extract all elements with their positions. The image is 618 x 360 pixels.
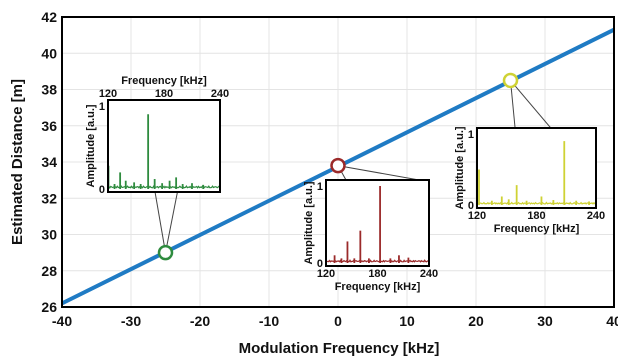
x-tick-label: 0	[334, 313, 342, 329]
x-tick-label: -30	[121, 313, 141, 329]
inset-background	[326, 180, 429, 266]
inset-y-tick: 1	[468, 129, 474, 141]
inset-x-tick: 240	[420, 268, 438, 280]
y-tick-label: 34	[41, 154, 57, 170]
x-tick-label: -10	[259, 313, 279, 329]
inset-x-tick: 240	[211, 88, 229, 100]
y-axis-label: Estimated Distance [m]	[9, 79, 26, 245]
inset-y-tick: 0	[468, 200, 474, 212]
inset-y-tick: 1	[317, 181, 323, 193]
inset-frame	[107, 99, 221, 193]
inset-x-tick: 180	[368, 268, 386, 280]
inset-y-label: Amplitude [a.u.]	[85, 104, 97, 187]
y-tick-label: 26	[41, 299, 57, 315]
inset-x-tick: 240	[587, 210, 605, 222]
inset-x-tick: 120	[99, 88, 117, 100]
spectrum-noise	[325, 259, 430, 263]
connector-line	[510, 80, 552, 129]
x-tick-label: 10	[399, 313, 415, 329]
inset-frame	[476, 127, 597, 209]
spectrum-noise	[107, 184, 221, 189]
y-tick-label: 36	[41, 118, 57, 134]
y-tick-label: 32	[41, 190, 57, 206]
connector-line	[337, 165, 420, 181]
inset-x-tick: 120	[317, 268, 335, 280]
x-tick-label: -40	[52, 313, 72, 329]
inset-background	[108, 100, 220, 192]
inset-x-label: Frequency [kHz]	[335, 281, 421, 293]
x-tick-label: 20	[468, 313, 484, 329]
plot-frame	[61, 16, 615, 308]
connector-line	[154, 191, 166, 253]
y-tick-label: 38	[41, 82, 57, 98]
inset-x-tick: 120	[468, 210, 486, 222]
x-tick-label: 40	[606, 313, 618, 329]
y-tick-label: 30	[41, 227, 57, 243]
connector-line	[165, 191, 178, 253]
inset-y-tick: 0	[317, 258, 323, 270]
yellow-inset: 120 180 240 0 1 Frequency [kHz] Amplitude [a.u…	[454, 72, 605, 235]
red-inset: 120 180 240 0 1 Frequency [kHz] Amplitude [a.u…	[303, 157, 438, 293]
inset-x-tick: 180	[155, 88, 173, 100]
inset-y-tick: 0	[99, 184, 105, 196]
x-tick-label: 30	[537, 313, 553, 329]
inset-y-label: Amplitude [a.u.]	[454, 126, 466, 209]
x-axis-label: Modulation Frequency [kHz]	[239, 340, 440, 357]
y-tick-label: 28	[41, 263, 57, 279]
y-tick-label: 40	[41, 45, 57, 61]
inset-x-label: Frequency [kHz]	[121, 75, 207, 87]
green-inset: 120 180 240 0 1 Frequency [kHz] Amplitude [a.u…	[85, 75, 229, 261]
y-tick-label: 42	[41, 9, 57, 25]
insets: 120 180 240 0 1 Frequency [kHz] Amplitude [a.u…	[85, 72, 605, 293]
x-tick-label: -20	[190, 313, 210, 329]
inset-y-label: Amplitude [a.u.]	[303, 181, 315, 264]
inset-x-tick: 180	[527, 210, 545, 222]
inset-y-tick: 1	[99, 101, 105, 113]
red-marker	[330, 157, 346, 174]
inset-background	[477, 128, 596, 208]
connector-line	[510, 80, 516, 129]
inset-frame	[325, 179, 430, 267]
yellow-marker	[502, 72, 519, 89]
green-marker	[157, 244, 174, 261]
inset-x-label: Frequency [kHz]	[494, 223, 580, 235]
